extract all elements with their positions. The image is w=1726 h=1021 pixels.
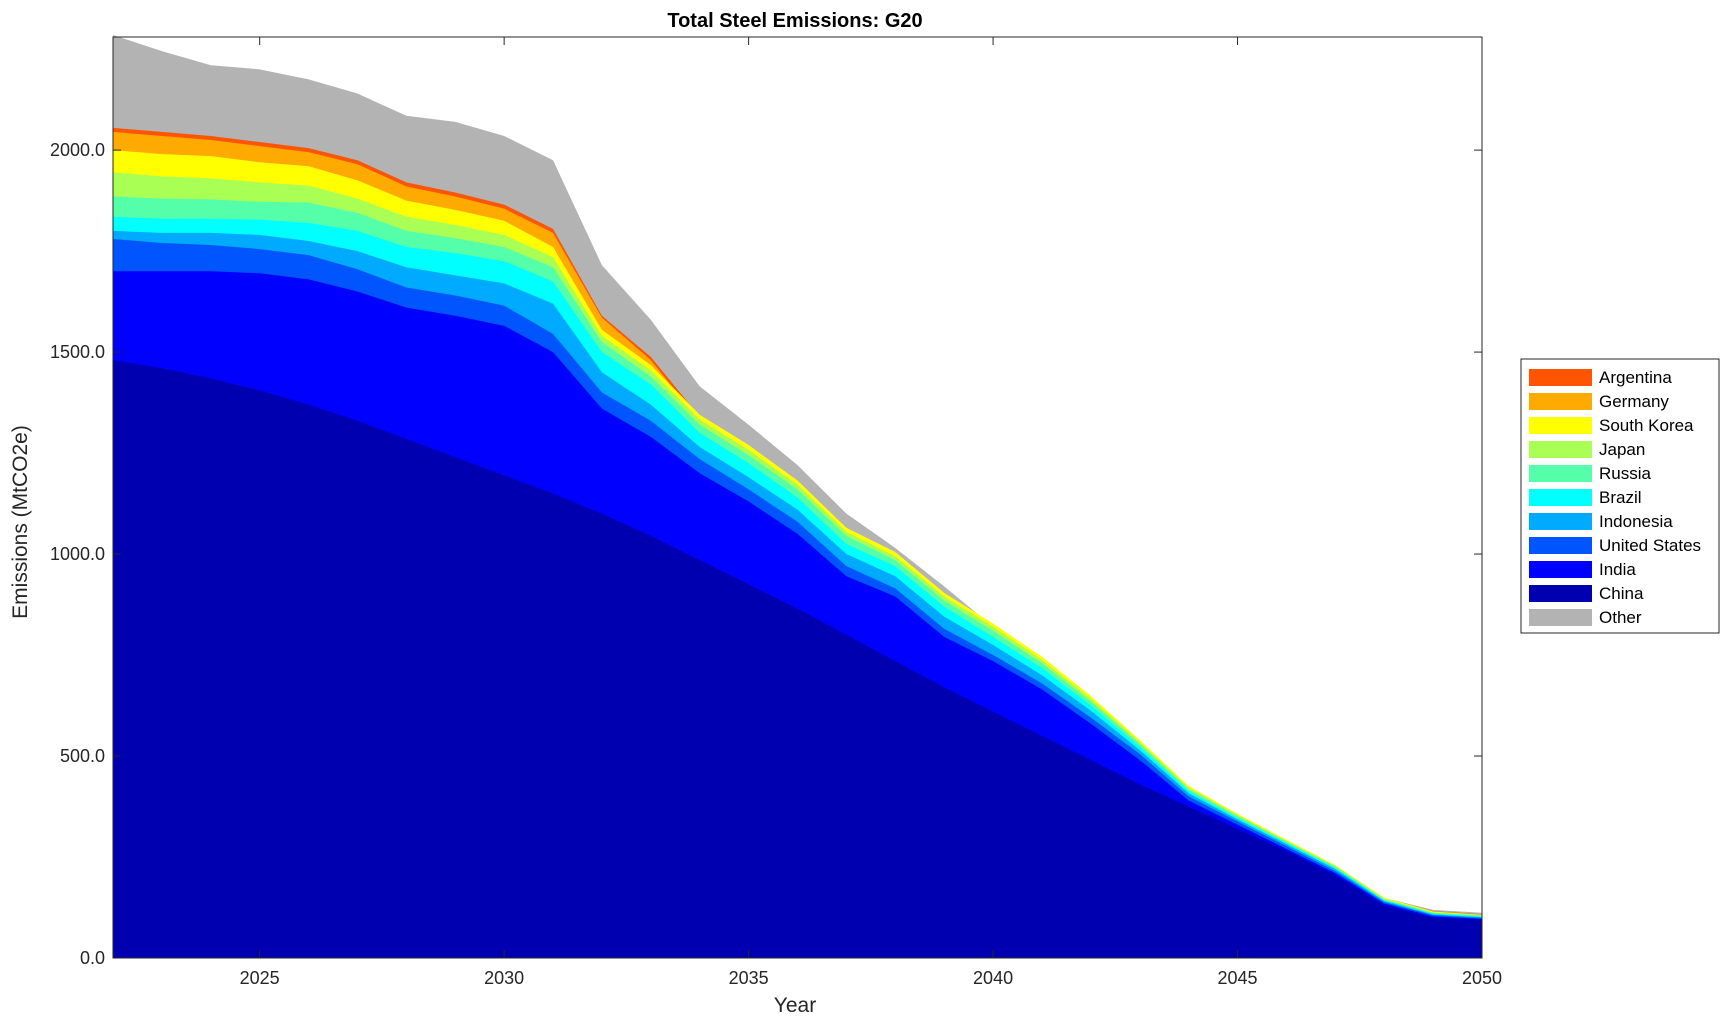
legend: Argentina Germany South Korea Japan Russia Br… [1520, 358, 1720, 634]
legend-swatch-india [1529, 561, 1592, 578]
y-tick-label: 500.0 [60, 746, 105, 766]
legend-swatch-china [1529, 585, 1592, 602]
legend-label-china: China [1599, 584, 1644, 603]
x-tick-label: 2025 [240, 968, 280, 988]
axes-box [112, 36, 1483, 959]
legend-swatch-argentina [1529, 369, 1592, 386]
chart-title: Total Steel Emissions: G20 [667, 10, 922, 32]
legend-swatch-japan [1529, 441, 1592, 458]
legend-label-indonesia: Indonesia [1599, 512, 1673, 531]
y-axis-label: Emissions (MtCO2e) [9, 425, 32, 619]
legend-label-germany: Germany [1599, 392, 1669, 411]
x-tick-label: 2045 [1218, 968, 1258, 988]
legend-swatch-russia [1529, 465, 1592, 482]
legend-swatch-germany [1529, 393, 1592, 410]
y-tick-label: 1000.0 [50, 544, 105, 564]
legend-label-india: India [1599, 560, 1636, 579]
x-tick-label: 2035 [729, 968, 769, 988]
legend-label-brazil: Brazil [1599, 488, 1642, 507]
legend-label-south-korea: South Korea [1599, 416, 1694, 435]
plot-area: 2025 2030 2035 2040 2045 2050 0.0 500.0 1000.0 15… [50, 34, 1502, 988]
legend-swatch-other [1529, 609, 1592, 626]
legend-swatch-brazil [1529, 489, 1592, 506]
legend-label-argentina: Argentina [1599, 368, 1672, 387]
legend-swatch-indonesia [1529, 513, 1592, 530]
y-tick-label: 2000.0 [50, 140, 105, 160]
legend-swatch-south-korea [1529, 417, 1592, 434]
legend-label-other: Other [1599, 608, 1642, 627]
x-tick-label: 2030 [484, 968, 524, 988]
x-axis-label: Year [774, 994, 816, 1017]
legend-label-russia: Russia [1599, 464, 1652, 483]
x-tick-label: 2050 [1462, 968, 1502, 988]
x-tick-label: 2040 [973, 968, 1013, 988]
legend-label-japan: Japan [1599, 440, 1645, 459]
y-tick-label: 0.0 [80, 948, 105, 968]
legend-swatch-united-states [1529, 537, 1592, 554]
area-china [113, 360, 1482, 958]
y-tick-label: 1500.0 [50, 342, 105, 362]
legend-label-united-states: United States [1599, 536, 1701, 555]
